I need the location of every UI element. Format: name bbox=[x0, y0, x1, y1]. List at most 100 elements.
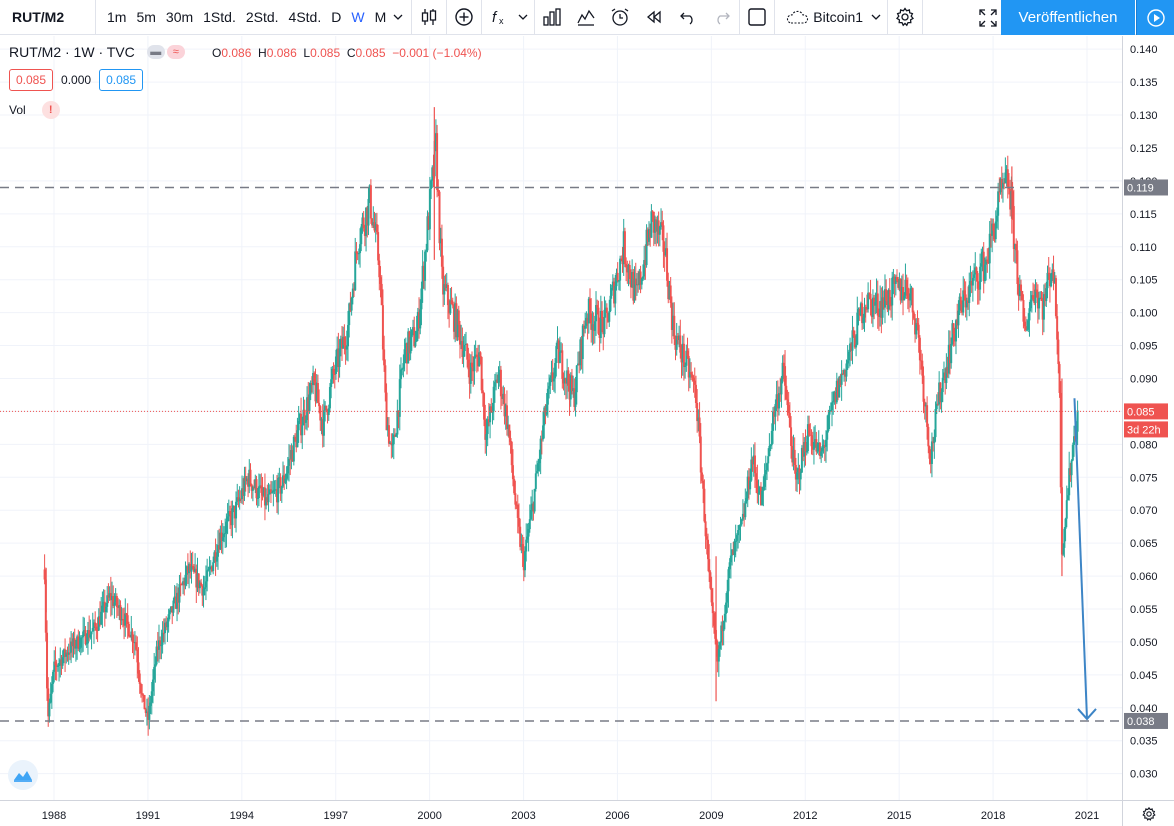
redo-icon[interactable] bbox=[705, 0, 739, 35]
gear-icon bbox=[1141, 806, 1156, 821]
candle-body bbox=[731, 549, 734, 556]
chart-style-group bbox=[412, 0, 448, 35]
save-layout-button[interactable]: Bitcoin1 bbox=[779, 0, 869, 35]
candle-body bbox=[952, 323, 955, 334]
candle-body bbox=[241, 488, 244, 500]
candle-body bbox=[645, 229, 648, 266]
interval-1m-button[interactable]: 1m bbox=[107, 9, 127, 25]
projection-arrow[interactable] bbox=[1073, 398, 1097, 721]
candle-body bbox=[798, 468, 801, 480]
candle-body bbox=[209, 566, 212, 568]
candle-body bbox=[98, 616, 101, 625]
candle-body bbox=[132, 641, 135, 643]
volume-label[interactable]: Vol bbox=[9, 103, 26, 117]
price-axis[interactable]: 0.1400.1350.1300.1250.1200.1150.1100.105… bbox=[1122, 36, 1174, 800]
chart-pane[interactable] bbox=[0, 36, 1122, 800]
candle-body bbox=[591, 324, 594, 330]
candle-body bbox=[846, 360, 849, 364]
candle-body bbox=[967, 300, 970, 303]
chart-settings-button[interactable] bbox=[1122, 800, 1174, 826]
candle-body bbox=[466, 343, 469, 360]
candle-body bbox=[165, 622, 168, 628]
undo-icon[interactable] bbox=[671, 0, 705, 35]
candle-body bbox=[651, 211, 654, 213]
candle-body bbox=[426, 216, 429, 251]
interval-1std-button[interactable]: 1Std. bbox=[203, 9, 236, 25]
candle-body bbox=[811, 446, 814, 450]
candles-icon[interactable] bbox=[412, 0, 446, 35]
candle-body bbox=[632, 271, 635, 301]
candle-body bbox=[255, 479, 258, 499]
gear-icon[interactable] bbox=[888, 0, 922, 35]
candle-body bbox=[406, 343, 409, 364]
candle-body bbox=[882, 297, 885, 308]
horizontal-levels[interactable] bbox=[0, 186, 1122, 722]
interval-2std-button[interactable]: 2Std. bbox=[245, 9, 279, 25]
candle-body bbox=[620, 258, 623, 260]
price-axis-scale[interactable]: 0.1400.1350.1300.1250.1200.1150.1100.105… bbox=[1123, 36, 1174, 800]
candle-body bbox=[1005, 169, 1008, 173]
minus-icon[interactable]: ▬ bbox=[146, 45, 165, 59]
candle-body bbox=[237, 497, 240, 502]
cloud-icon bbox=[787, 10, 809, 24]
candle-body bbox=[950, 343, 953, 364]
candle-body bbox=[328, 387, 331, 409]
warning-icon[interactable]: ! bbox=[41, 101, 60, 119]
interval-d-button[interactable]: D bbox=[331, 9, 342, 25]
time-axis[interactable]: 1988 1991 1994 1997 2000 2003 2006 2009 2012 2015… bbox=[0, 800, 1122, 826]
publish-button[interactable]: Veröffentlichen bbox=[1001, 0, 1135, 35]
close-label: C bbox=[346, 46, 356, 60]
bar-chart-icon[interactable] bbox=[535, 0, 569, 35]
candle-body bbox=[716, 645, 719, 662]
candle-body bbox=[611, 281, 614, 288]
candle-body bbox=[451, 304, 454, 306]
interval-30m-button[interactable]: 30m bbox=[165, 9, 194, 25]
play-icon[interactable] bbox=[1136, 0, 1174, 35]
candle-body bbox=[941, 377, 944, 393]
candle-body bbox=[922, 375, 925, 402]
interval-w-button[interactable]: W bbox=[351, 9, 365, 25]
candle-body bbox=[214, 552, 217, 562]
candle-body bbox=[883, 289, 886, 308]
symbol-search-button[interactable]: RUT/M2 bbox=[0, 0, 96, 35]
buy-price-box[interactable]: 0.085 bbox=[99, 69, 144, 91]
tradingview-logo-icon[interactable] bbox=[8, 760, 38, 790]
candle-body bbox=[874, 301, 877, 306]
series-title[interactable]: RUT/M2 · 1W · TVC bbox=[9, 44, 135, 60]
candle-body bbox=[821, 448, 824, 452]
time-axis-scale[interactable]: 1988 1991 1994 1997 2000 2003 2006 2009 2012 2015… bbox=[0, 801, 1122, 826]
candle-body bbox=[666, 248, 669, 281]
candle-body bbox=[389, 442, 392, 444]
candle-body bbox=[283, 475, 286, 483]
alarm-icon[interactable] bbox=[603, 0, 637, 35]
chevron-down-icon[interactable] bbox=[391, 14, 405, 20]
candle-body bbox=[734, 540, 737, 542]
chevron-down-icon[interactable] bbox=[516, 14, 530, 20]
candle-body bbox=[259, 485, 262, 487]
candle-body bbox=[1071, 444, 1074, 461]
candle-body bbox=[1003, 182, 1006, 184]
candle-body bbox=[667, 280, 670, 300]
candle-body bbox=[106, 595, 109, 607]
candle-body bbox=[232, 505, 235, 509]
templates-icon[interactable] bbox=[569, 0, 603, 35]
interval-4std-button[interactable]: 4Std. bbox=[288, 9, 322, 25]
change-value: −0.001 (−1.04%) bbox=[392, 46, 482, 60]
plus-circle-icon[interactable] bbox=[447, 0, 481, 35]
interval-m-button[interactable]: M bbox=[374, 9, 387, 25]
chevron-down-icon[interactable] bbox=[869, 14, 883, 20]
candle-body bbox=[1004, 172, 1007, 184]
fullscreen-icon[interactable] bbox=[975, 0, 1001, 35]
candle-body bbox=[510, 441, 513, 466]
candle-body bbox=[396, 410, 399, 435]
price-chart[interactable] bbox=[0, 36, 1122, 800]
wave-icon[interactable]: ≈ bbox=[166, 45, 185, 59]
square-icon[interactable] bbox=[740, 0, 774, 35]
sell-price-box[interactable]: 0.085 bbox=[9, 69, 54, 91]
interval-5m-button[interactable]: 5m bbox=[136, 9, 156, 25]
candle-body bbox=[294, 436, 297, 438]
replay-icon[interactable] bbox=[637, 0, 671, 35]
candle-body bbox=[643, 260, 646, 277]
candle-body bbox=[478, 352, 481, 367]
